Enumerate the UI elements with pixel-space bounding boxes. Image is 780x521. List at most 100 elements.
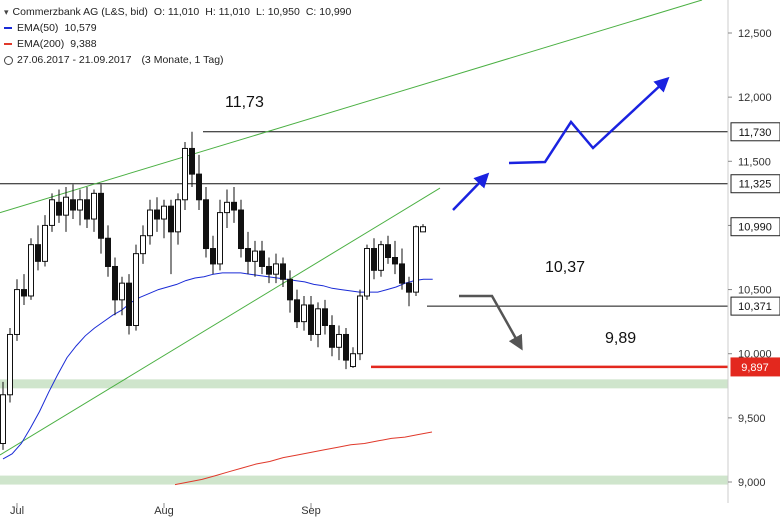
level-annotation: 10,37 [545, 259, 585, 276]
y-tick-label: 9,500 [738, 413, 766, 425]
candle-body [189, 147, 195, 175]
y-tick-label: 11,500 [738, 156, 771, 168]
y-tick-label: 12,000 [738, 92, 772, 104]
level-label-box [730, 357, 780, 377]
candle-body [168, 205, 174, 233]
y-tick-label: 12,500 [738, 28, 772, 40]
x-tick-label: Aug [154, 505, 174, 517]
candle-body [91, 192, 97, 220]
candle-body [322, 308, 328, 326]
candle-body [21, 289, 27, 297]
candle-body [133, 253, 139, 326]
candle-body [287, 278, 293, 301]
y-tick-label: 9,000 [738, 477, 766, 489]
candle-body [70, 199, 76, 211]
candle-body [329, 324, 335, 348]
candle-body [413, 226, 419, 293]
legend-range-row[interactable]: 27.06.2017 - 21.09.2017 (3 Monate, 1 Tag… [4, 52, 351, 68]
candle-body [336, 333, 342, 348]
candle-body [0, 394, 6, 445]
level-label-box [730, 296, 780, 316]
candle-body [119, 282, 125, 301]
candle-body [280, 263, 286, 280]
level-label: 10,990 [738, 222, 772, 234]
candle-body [378, 244, 384, 271]
projection-arrows [452, 76, 670, 351]
candle-body [112, 265, 118, 301]
candle-body [252, 250, 258, 262]
level-label: 9,897 [741, 362, 769, 374]
candle-body [420, 226, 426, 233]
candle-body [84, 199, 90, 220]
candle-body [28, 244, 34, 297]
ema200-value: 9,388 [70, 38, 97, 50]
x-tick-label: Jul [10, 505, 24, 517]
candle-body [196, 173, 202, 201]
trend-channel [0, 0, 703, 456]
level-label-box [730, 217, 780, 237]
candle-body [259, 250, 265, 267]
candle-body [364, 248, 370, 297]
channel-upper-line [0, 0, 703, 214]
candle-body [140, 235, 146, 255]
candle-body [399, 263, 405, 284]
candle-body [42, 224, 48, 262]
candle-body [126, 282, 132, 326]
candle-body [231, 201, 237, 211]
level-annotation: 11,73 [225, 94, 264, 111]
candle-body [7, 333, 13, 396]
clock-icon [4, 55, 13, 65]
ohlc-open: O: 11,010 [153, 6, 200, 18]
candle-body [203, 199, 209, 250]
ema50-label: EMA(50) [17, 22, 59, 34]
candle-body [385, 244, 391, 259]
candle-body [105, 237, 111, 267]
ema200-line [174, 431, 433, 486]
candles [0, 131, 426, 450]
candle-body [56, 201, 62, 216]
chart-legend: ▾ Commerzbank AG (L&S, bid) O: 11,010 H:… [4, 4, 351, 68]
chevron-down-icon[interactable]: ▾ [4, 7, 9, 17]
level-annotation: 9,89 [605, 330, 636, 347]
support-zones [0, 379, 728, 485]
instrument-name: Commerzbank AG (L&S, bid) [12, 6, 148, 18]
legend-ema200-row[interactable]: EMA(200) 9,388 [4, 36, 351, 52]
bear-arrow-path [459, 294, 523, 351]
candle-body [182, 147, 188, 201]
ohlc-high: H: 11,010 [205, 6, 251, 18]
candle-body [266, 265, 272, 275]
candle-body [350, 353, 356, 368]
candle-body [245, 248, 251, 262]
ema50-value: 10,579 [64, 22, 97, 34]
candle-body [77, 199, 83, 211]
date-range: 27.06.2017 - 21.09.2017 [17, 54, 132, 66]
candle-body [217, 212, 223, 265]
candle-body [49, 199, 55, 226]
candle-body [161, 205, 167, 220]
horizontal-levels [0, 131, 728, 369]
level-label: 11,730 [739, 127, 772, 139]
candle-body [273, 263, 279, 275]
ema50-line [2, 272, 433, 460]
candle-body [35, 244, 41, 262]
candle-body [98, 192, 104, 239]
candle-body [210, 248, 216, 265]
ohlc-low: L: 10,950 [256, 6, 300, 18]
candle-body [238, 209, 244, 250]
candle-body [315, 308, 321, 335]
candle-body [63, 196, 69, 216]
level-label-box [730, 174, 780, 194]
annotations: 11,730 11,325 10,990 10,371 9,897 11,73 10,37 9… [225, 94, 780, 377]
candle-body [14, 289, 20, 335]
candle-body [224, 201, 230, 214]
candle-body [357, 295, 363, 355]
y-tick-label: 10,500 [738, 285, 772, 297]
ema-lines [2, 272, 433, 486]
bull-arrow-path [508, 76, 670, 165]
legend-ema50-row[interactable]: EMA(50) 10,579 [4, 20, 351, 36]
ema200-label: EMA(200) [17, 38, 65, 50]
channel-lower-line [0, 187, 441, 456]
candle-body [308, 304, 314, 335]
ohlc-close: C: 10,990 [305, 6, 352, 18]
